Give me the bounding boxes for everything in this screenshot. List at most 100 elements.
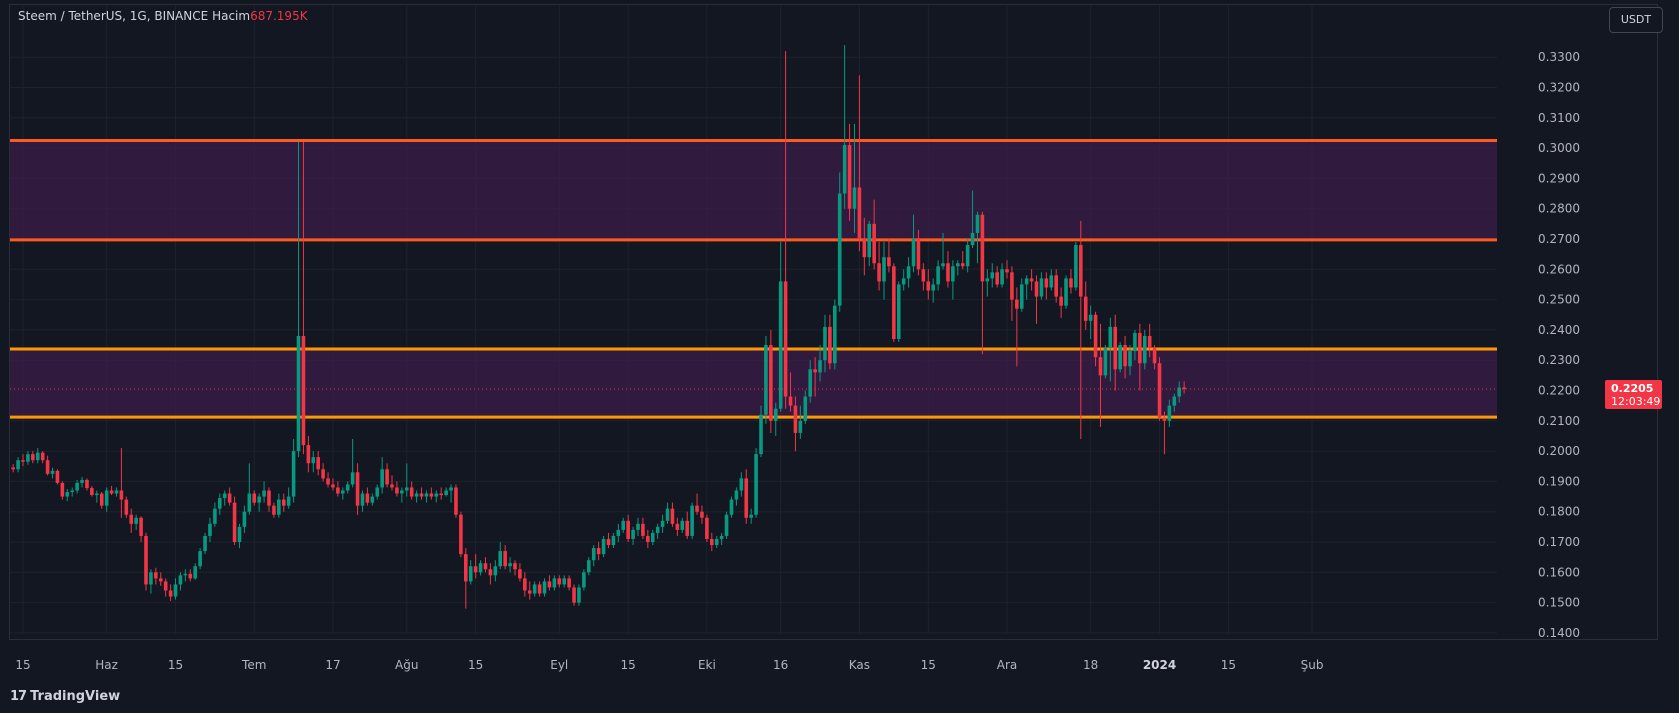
candle[interactable] bbox=[434, 490, 439, 503]
candle[interactable] bbox=[449, 484, 453, 503]
candle[interactable] bbox=[498, 542, 503, 570]
candle[interactable] bbox=[616, 523, 621, 543]
candle[interactable] bbox=[26, 451, 30, 465]
candle[interactable] bbox=[749, 508, 753, 524]
candle[interactable] bbox=[390, 475, 394, 491]
candle[interactable] bbox=[911, 214, 916, 273]
candle[interactable] bbox=[901, 269, 906, 291]
candle[interactable] bbox=[537, 581, 542, 597]
candle[interactable] bbox=[277, 493, 281, 518]
candle[interactable] bbox=[946, 251, 950, 288]
candle[interactable] bbox=[931, 278, 935, 303]
candle[interactable] bbox=[896, 281, 901, 343]
candle[interactable] bbox=[380, 457, 384, 494]
candle[interactable] bbox=[975, 211, 980, 264]
candle[interactable] bbox=[729, 496, 734, 518]
candle[interactable] bbox=[468, 560, 473, 585]
candle[interactable] bbox=[956, 260, 960, 276]
candle[interactable] bbox=[921, 263, 926, 291]
candle[interactable] bbox=[232, 496, 237, 546]
candle[interactable] bbox=[222, 490, 227, 506]
candle[interactable] bbox=[601, 535, 606, 558]
candle[interactable] bbox=[173, 578, 178, 600]
candle[interactable] bbox=[400, 487, 404, 503]
candle[interactable] bbox=[636, 517, 640, 536]
candle[interactable] bbox=[542, 578, 547, 597]
candle[interactable] bbox=[31, 451, 35, 464]
candle[interactable] bbox=[252, 490, 257, 506]
candle[interactable] bbox=[262, 481, 266, 503]
candle[interactable] bbox=[99, 492, 104, 509]
candle[interactable] bbox=[960, 251, 965, 270]
candle[interactable] bbox=[444, 487, 448, 497]
candle[interactable] bbox=[547, 575, 552, 591]
candle[interactable] bbox=[95, 490, 99, 503]
candle[interactable] bbox=[345, 481, 350, 494]
candle[interactable] bbox=[951, 260, 955, 300]
candle[interactable] bbox=[144, 532, 148, 591]
candle[interactable] bbox=[862, 217, 867, 276]
candle[interactable] bbox=[80, 476, 84, 488]
candle[interactable] bbox=[493, 560, 498, 582]
candle[interactable] bbox=[1128, 345, 1132, 376]
candle[interactable] bbox=[21, 454, 25, 467]
candle[interactable] bbox=[45, 455, 50, 476]
candle[interactable] bbox=[670, 502, 675, 527]
symbol-label[interactable]: Steem / TetherUS, 1G, BINANCE bbox=[18, 9, 209, 23]
candle[interactable] bbox=[882, 242, 886, 300]
candle[interactable] bbox=[710, 532, 714, 552]
candle[interactable] bbox=[1074, 242, 1078, 291]
candle[interactable] bbox=[650, 529, 655, 546]
candle[interactable] bbox=[823, 314, 827, 373]
candle[interactable] bbox=[877, 242, 881, 291]
candle[interactable] bbox=[1108, 317, 1113, 382]
candle[interactable] bbox=[759, 405, 763, 458]
candle[interactable] bbox=[719, 532, 724, 546]
candle[interactable] bbox=[700, 505, 704, 524]
candle[interactable] bbox=[936, 260, 940, 291]
candle[interactable] bbox=[892, 263, 896, 343]
candle[interactable] bbox=[1113, 314, 1118, 391]
candle[interactable] bbox=[1079, 220, 1083, 439]
candle[interactable] bbox=[306, 435, 311, 473]
candle[interactable] bbox=[301, 142, 306, 455]
candle[interactable] bbox=[591, 545, 596, 567]
candle[interactable] bbox=[168, 584, 173, 602]
candle[interactable] bbox=[1049, 269, 1054, 291]
candle[interactable] bbox=[680, 517, 685, 533]
candle[interactable] bbox=[508, 557, 512, 573]
candle[interactable] bbox=[1024, 275, 1029, 300]
candle[interactable] bbox=[267, 487, 271, 512]
candle[interactable] bbox=[90, 485, 94, 497]
candle[interactable] bbox=[665, 502, 670, 524]
candle[interactable] bbox=[660, 514, 665, 533]
candle[interactable] bbox=[1005, 260, 1009, 279]
candle[interactable] bbox=[188, 569, 193, 582]
candle[interactable] bbox=[424, 490, 429, 503]
candle[interactable] bbox=[695, 493, 699, 515]
candle[interactable] bbox=[532, 581, 537, 597]
candle[interactable] bbox=[326, 472, 330, 488]
candle[interactable] bbox=[321, 463, 325, 482]
candle[interactable] bbox=[778, 242, 783, 412]
candle[interactable] bbox=[154, 567, 158, 585]
candle[interactable] bbox=[1098, 323, 1103, 427]
candle[interactable] bbox=[1054, 269, 1058, 303]
candle[interactable] bbox=[134, 514, 138, 530]
candle[interactable] bbox=[724, 511, 729, 539]
currency-button[interactable]: USDT bbox=[1609, 7, 1663, 33]
candle[interactable] bbox=[655, 523, 660, 539]
candle[interactable] bbox=[582, 569, 586, 591]
candle[interactable] bbox=[798, 405, 803, 439]
candle[interactable] bbox=[218, 493, 222, 515]
candle[interactable] bbox=[1064, 275, 1068, 309]
candle[interactable] bbox=[60, 481, 65, 500]
candle[interactable] bbox=[139, 516, 143, 543]
candle[interactable] bbox=[395, 481, 399, 497]
candle[interactable] bbox=[414, 490, 419, 503]
candle[interactable] bbox=[331, 478, 335, 491]
candle[interactable] bbox=[286, 487, 291, 509]
candle[interactable] bbox=[227, 487, 232, 506]
candle[interactable] bbox=[35, 448, 40, 464]
candle[interactable] bbox=[1034, 275, 1039, 324]
